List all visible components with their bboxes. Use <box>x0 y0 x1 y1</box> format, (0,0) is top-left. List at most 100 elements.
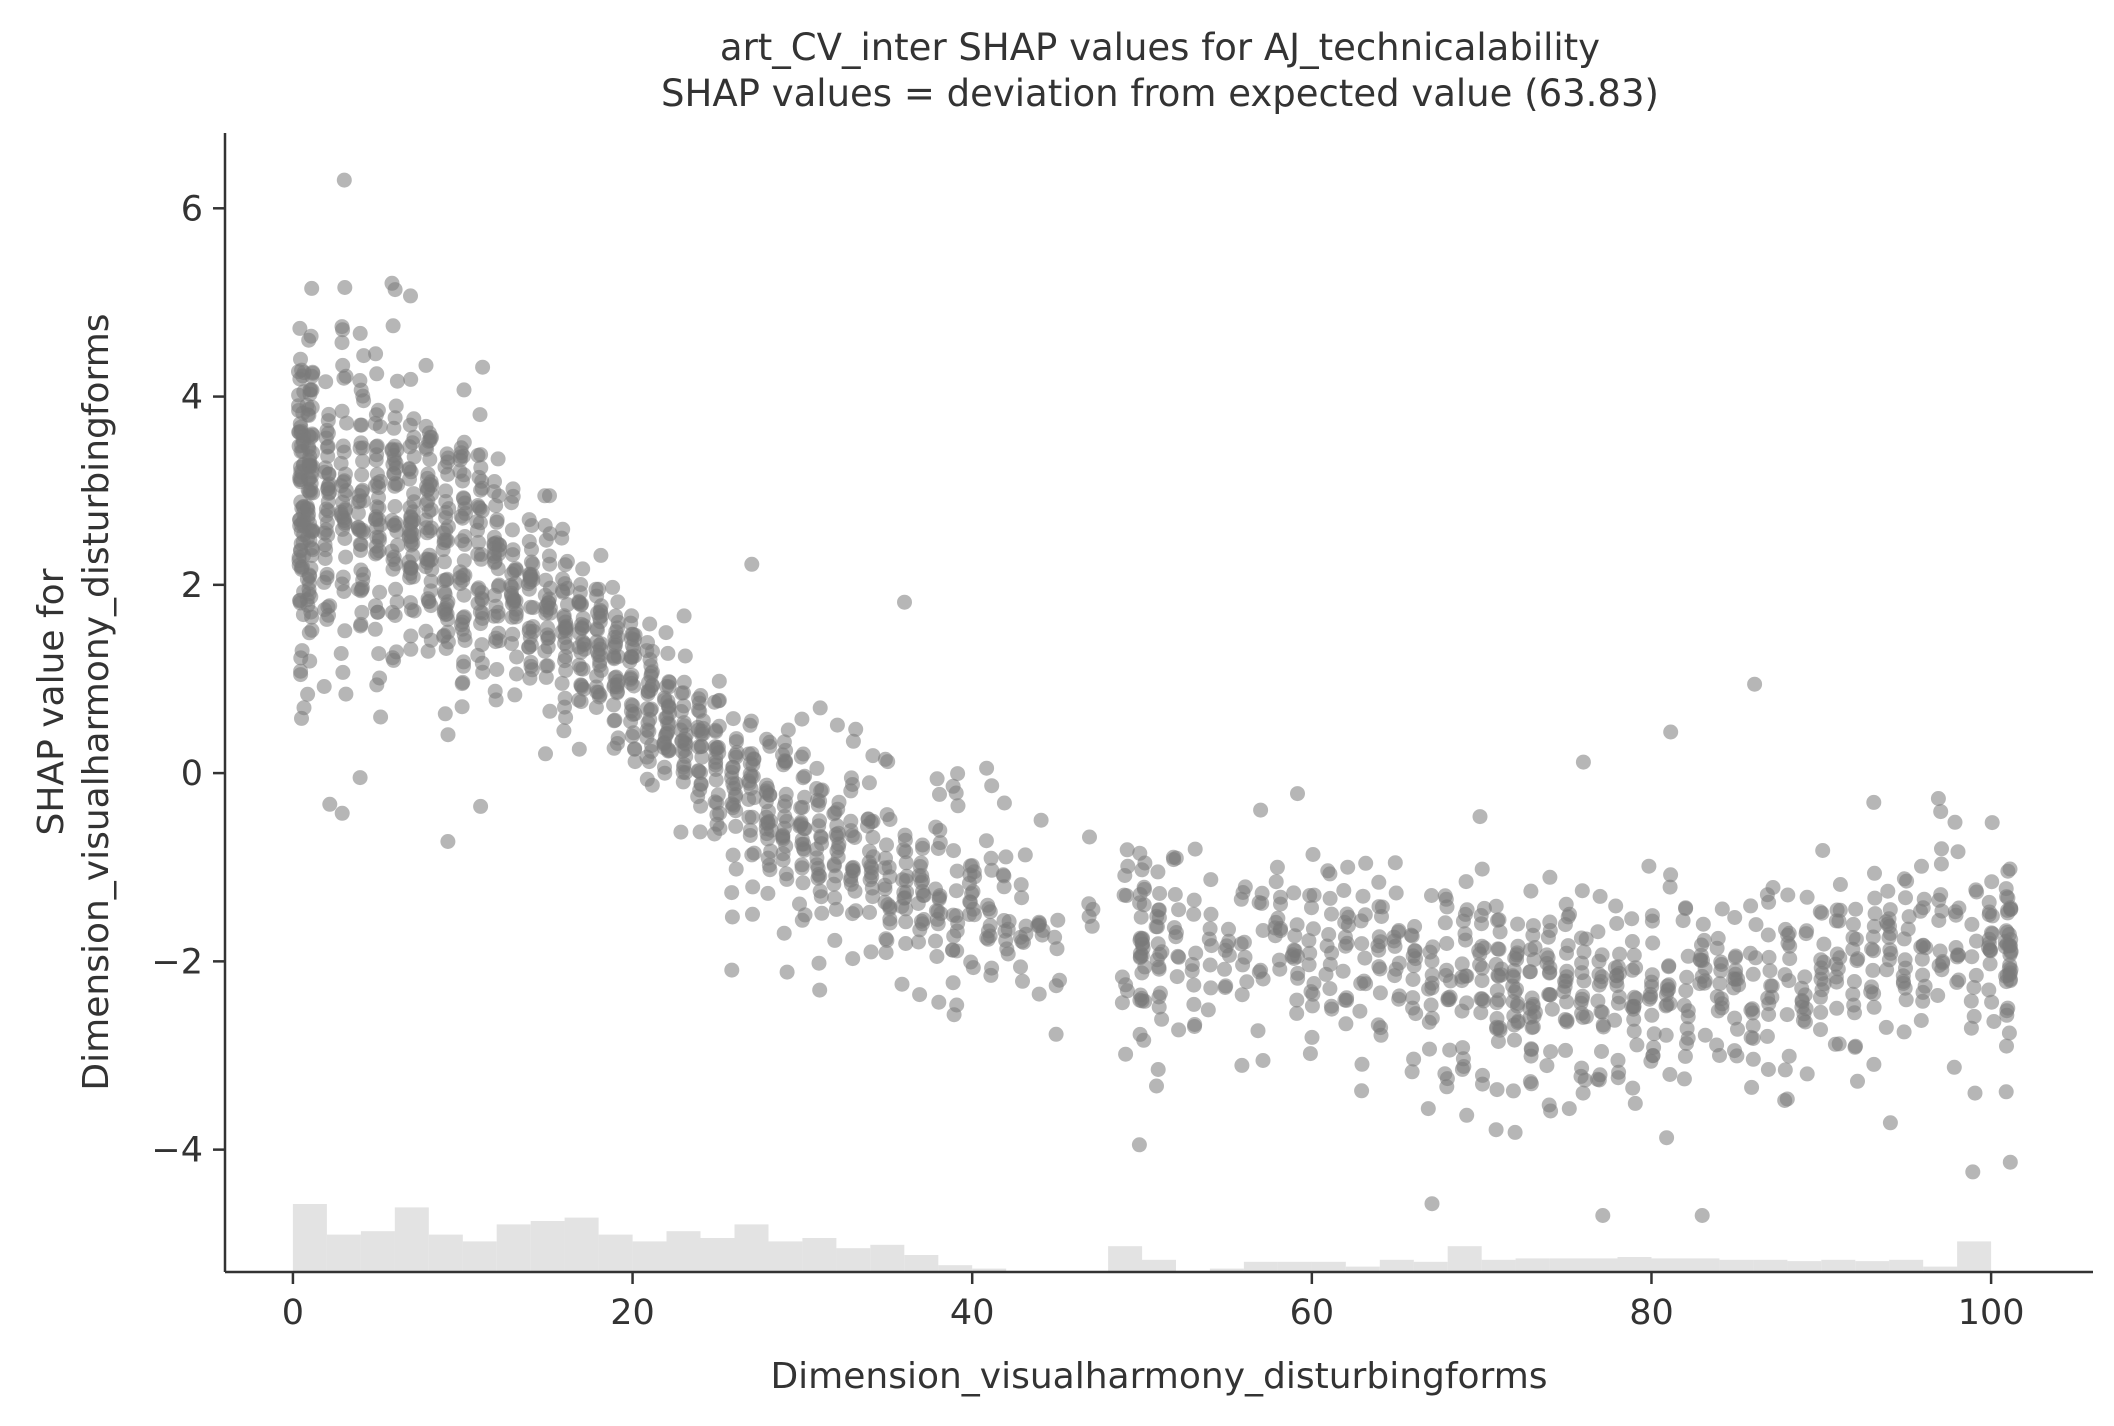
scatter-point <box>1251 964 1267 980</box>
scatter-point <box>1491 941 1507 957</box>
scatter-point <box>1149 1078 1164 1094</box>
scatter-point <box>455 674 471 690</box>
scatter-point <box>1321 927 1337 942</box>
scatter-point <box>352 493 368 509</box>
scatter-point <box>475 359 491 375</box>
scatter-point <box>1236 934 1252 950</box>
scatter-point <box>1574 955 1590 971</box>
scatter-point <box>1304 900 1319 916</box>
scatter-point <box>911 934 926 950</box>
scatter-point <box>1217 980 1233 995</box>
scatter-point <box>487 683 503 699</box>
scatter-point <box>418 357 434 373</box>
scatter-point <box>1727 1043 1742 1059</box>
scatter-point <box>744 556 760 572</box>
scatter-point <box>1370 1017 1386 1033</box>
scatter-point <box>1151 999 1167 1015</box>
scatter-point <box>912 987 928 1003</box>
scatter-point <box>436 535 452 551</box>
scatter-point <box>559 553 575 569</box>
scatter-point <box>623 697 639 713</box>
x-axis-label: Dimension_visualharmony_disturbingforms <box>770 1356 1547 1397</box>
scatter-point <box>693 776 709 792</box>
scatter-point <box>1882 902 1898 918</box>
scatter-point <box>1221 947 1237 963</box>
scatter-point <box>1901 909 1917 925</box>
scatter-point <box>423 552 439 568</box>
scatter-point <box>644 737 660 753</box>
histogram-bar <box>938 1265 973 1272</box>
scatter-point <box>588 700 604 715</box>
scatter-point <box>795 770 811 786</box>
scatter-point <box>709 795 725 811</box>
histogram-bar <box>1889 1259 1924 1272</box>
scatter-point <box>1611 989 1627 1005</box>
histogram-bar <box>1855 1261 1890 1272</box>
scatter-point <box>861 775 877 791</box>
scatter-point <box>1727 972 1743 987</box>
scatter-point <box>1474 861 1490 877</box>
histogram-bar <box>1651 1258 1686 1272</box>
scatter-point <box>1458 968 1474 984</box>
scatter-point <box>1730 1021 1745 1037</box>
scatter-point <box>1507 1124 1523 1140</box>
scatter-point <box>1964 916 1980 932</box>
x-tick-label: 0 <box>282 1293 304 1333</box>
scatter-point <box>627 754 643 770</box>
scatter-point <box>1663 867 1679 883</box>
scatter-point <box>509 649 525 665</box>
scatter-point <box>1082 829 1097 845</box>
scatter-point <box>1437 915 1453 931</box>
scatter-point <box>984 862 1000 878</box>
scatter-point <box>1880 883 1896 899</box>
scatter-point <box>1355 888 1371 904</box>
scatter-point <box>1575 754 1591 770</box>
scatter-point <box>322 476 337 492</box>
scatter-point <box>741 746 757 762</box>
scatter-point <box>1969 933 1984 949</box>
scatter-point <box>742 717 758 733</box>
scatter-point <box>388 475 403 491</box>
scatter-point <box>1779 1007 1795 1023</box>
scatter-point <box>541 548 557 564</box>
scatter-point <box>1169 969 1185 985</box>
histogram-bar <box>326 1234 361 1272</box>
scatter-point <box>1594 947 1610 963</box>
scatter-point <box>1304 1029 1320 1045</box>
scatter-point <box>437 586 453 602</box>
scatter-point <box>1592 888 1608 904</box>
scatter-point <box>352 536 368 552</box>
scatter-point <box>814 905 830 921</box>
scatter-point <box>1424 1196 1440 1212</box>
scatter-point <box>1984 994 2000 1010</box>
scatter-point <box>915 837 930 853</box>
scatter-point <box>2002 1154 2018 1170</box>
scatter-point <box>1624 999 1640 1015</box>
scatter-point <box>812 793 828 809</box>
scatter-point <box>334 805 350 821</box>
scatter-point <box>1322 890 1338 906</box>
scatter-point <box>1374 909 1389 924</box>
scatter-point <box>1714 901 1730 917</box>
scatter-point <box>1762 963 1778 979</box>
scatter-point <box>1152 946 1168 962</box>
scatter-point <box>1559 945 1574 961</box>
scatter-point <box>338 549 354 565</box>
scatter-point <box>1387 968 1403 984</box>
scatter-point <box>1491 992 1507 1008</box>
scatter-point <box>1289 1005 1305 1021</box>
scatter-point <box>337 531 353 546</box>
scatter-point <box>1543 1044 1559 1060</box>
scatter-point <box>827 932 843 948</box>
histogram-bar <box>1345 1266 1380 1272</box>
x-tick-label: 60 <box>1290 1293 1335 1333</box>
scatter-point <box>437 706 453 722</box>
scatter-point <box>1134 990 1150 1006</box>
scatter-point <box>1406 1051 1422 1067</box>
scatter-point <box>658 625 674 641</box>
scatter-point <box>879 837 894 853</box>
scatter-point <box>896 842 912 858</box>
scatter-point <box>1624 962 1640 978</box>
scatter-point <box>318 501 334 517</box>
